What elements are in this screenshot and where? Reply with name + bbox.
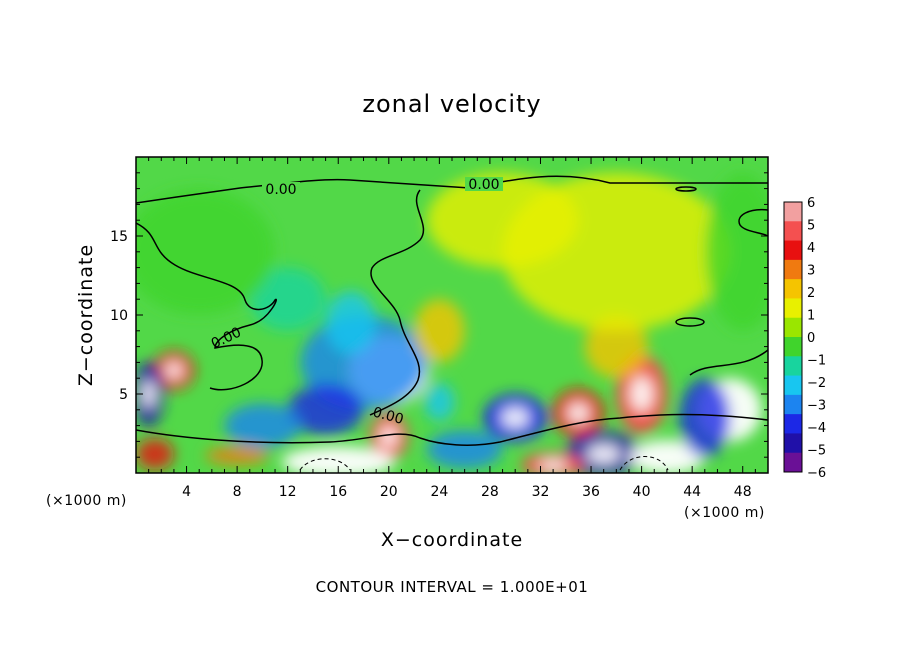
field-region <box>704 172 768 331</box>
field-region <box>414 299 465 363</box>
y-tick-label: 15 <box>110 229 128 245</box>
x-tick-label: 16 <box>329 484 347 500</box>
field-region <box>426 430 503 469</box>
contour-dashed <box>299 458 351 471</box>
x-tick-label: 4 <box>182 484 191 500</box>
field-region-core <box>141 379 156 409</box>
contour-right-edge <box>738 208 768 237</box>
x-axis-title: X−coordinate <box>381 529 523 551</box>
x-tick-label: 44 <box>683 484 701 500</box>
contour-label: 0.00 <box>468 177 499 193</box>
field-region <box>224 403 301 448</box>
x-tick-label: 12 <box>279 484 297 500</box>
colorbar-label: −3 <box>807 399 826 414</box>
x-axis-unit-right: (×1000 m) <box>684 505 765 521</box>
colorbar-swatch <box>784 433 802 454</box>
velocity-field <box>136 172 768 473</box>
contour-central-column <box>369 189 425 416</box>
plot-area: 0.00 0.00 0.00 0.00 <box>135 156 769 474</box>
x-tick-label: 28 <box>481 484 499 500</box>
x-axis-unit-left: (×1000 m) <box>46 493 127 509</box>
colorbar-swatch <box>784 202 802 222</box>
colorbar-swatch <box>784 240 802 261</box>
field-region <box>628 439 705 473</box>
colorbar-label: 3 <box>807 264 815 279</box>
contour-loop-small <box>675 186 697 192</box>
x-tick-label: 36 <box>582 484 600 500</box>
x-tick-label: 32 <box>532 484 550 500</box>
contour-upper-left <box>136 178 471 204</box>
y-tick-label: 10 <box>110 308 128 324</box>
contour-label: 0.00 <box>371 404 405 428</box>
contour-lower-band <box>136 413 768 446</box>
colorbar-swatch <box>784 452 802 473</box>
field-region-core <box>538 459 568 471</box>
colorbar-swatch <box>784 394 802 415</box>
colorbar-swatch <box>784 375 802 396</box>
colorbar-label: −6 <box>807 466 826 481</box>
field-region <box>136 188 276 315</box>
colorbar-swatch <box>784 221 802 242</box>
colorbar-swatch <box>784 279 802 299</box>
colorbar-label: 6 <box>807 196 815 211</box>
field-region <box>205 446 269 466</box>
y-axis-ticks: 5 10 15 <box>110 172 768 458</box>
contour-left-column <box>136 222 277 391</box>
colorbar-swatch <box>784 356 802 377</box>
contour-right-wave <box>689 349 768 376</box>
x-tick-label: 48 <box>734 484 752 500</box>
colorbar-swatch <box>784 337 802 357</box>
colorbar-label: 1 <box>807 309 815 324</box>
x-tick-label: 20 <box>380 484 398 500</box>
y-axis-title: Z−coordinate <box>75 244 97 386</box>
field-region <box>584 315 648 379</box>
field-region-core <box>380 425 398 448</box>
field-region <box>136 438 174 470</box>
colorbar-swatch <box>784 414 802 434</box>
field-region <box>281 446 396 473</box>
field-region <box>287 384 364 436</box>
colorbar-label: 0 <box>807 331 815 346</box>
colorbar-label: 5 <box>807 219 815 234</box>
x-axis-ticks: 4 8 12 16 20 24 28 32 36 40 44 48 <box>148 157 756 500</box>
colorbar-label: −2 <box>807 376 826 391</box>
colorbar-label: 2 <box>807 286 815 301</box>
field-region-core <box>164 361 184 379</box>
field-region-core <box>630 376 653 412</box>
contour-interval-note: CONTOUR INTERVAL = 1.000E+01 <box>316 578 589 596</box>
field-region-core <box>567 402 590 424</box>
x-tick-label: 40 <box>633 484 651 500</box>
field-region <box>426 172 579 268</box>
contour-loop-right <box>675 317 705 327</box>
field-region-core <box>586 444 621 464</box>
field-region <box>325 291 377 355</box>
field-region <box>249 267 326 331</box>
x-tick-label: 24 <box>430 484 448 500</box>
colorbar-label: 4 <box>807 241 815 256</box>
colorbar: 6 5 4 3 2 1 0 −1 −2 −3 −4 −5 −6 <box>783 196 826 481</box>
colorbar-label: −1 <box>807 354 826 369</box>
colorbar-swatch <box>784 298 802 319</box>
colorbar-swatch <box>784 259 802 280</box>
contour-label: 0.00 <box>265 182 296 198</box>
y-tick-label: 5 <box>119 387 128 403</box>
colorbar-swatch <box>784 317 802 338</box>
contour-dashed-2 <box>619 456 669 471</box>
colorbar-label: −4 <box>807 421 826 436</box>
x-tick-label: 8 <box>233 484 242 500</box>
field-region <box>424 382 455 421</box>
colorbar-label: −5 <box>807 444 826 459</box>
field-region <box>679 378 731 458</box>
chart-title: zonal velocity <box>362 90 541 118</box>
colorbar-frame <box>783 201 803 473</box>
field-region-core <box>500 407 530 429</box>
